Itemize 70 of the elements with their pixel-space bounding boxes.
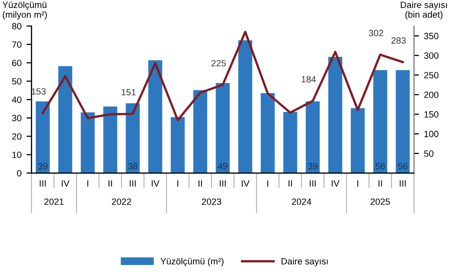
y-tick-label: 60 bbox=[12, 60, 22, 66]
x-tick-label: II bbox=[108, 180, 112, 187]
y-tick-label: 0 bbox=[17, 170, 22, 176]
y-tick-label: 80 bbox=[12, 23, 22, 30]
x-tick-label: IV bbox=[62, 180, 70, 187]
x-tick-label: I bbox=[267, 180, 268, 187]
x-tick-label: IV bbox=[332, 180, 340, 187]
data-label: 283 bbox=[392, 37, 406, 44]
y-tick-label: 40 bbox=[12, 96, 22, 103]
bar bbox=[260, 93, 275, 174]
x-tick-label: II bbox=[198, 180, 202, 187]
text: 2021 bbox=[44, 198, 64, 205]
y-axis-title: Yüzölçümü (milyon m²) bbox=[2, 1, 47, 20]
y2-tick-label: 300 bbox=[424, 52, 438, 59]
text: 2022 bbox=[112, 198, 132, 205]
bar bbox=[80, 112, 95, 174]
x-tick-label: I bbox=[177, 180, 178, 187]
data-label: 38 bbox=[128, 163, 138, 170]
x-tick-label: IV bbox=[242, 180, 250, 187]
bar bbox=[306, 101, 320, 174]
bar bbox=[58, 66, 72, 174]
bar bbox=[396, 70, 410, 174]
x-tick-label: III bbox=[310, 180, 316, 187]
text: 2023 bbox=[202, 198, 222, 205]
y2-tick-label: 200 bbox=[424, 92, 438, 98]
y-tick-label: 20 bbox=[12, 133, 22, 140]
bar bbox=[148, 60, 162, 174]
y-tick-label: 30 bbox=[12, 114, 22, 122]
bar bbox=[103, 106, 118, 174]
bar bbox=[126, 103, 140, 174]
data-label: 225 bbox=[212, 60, 226, 66]
data-label: 56 bbox=[376, 163, 385, 170]
y2-tick-label: 150 bbox=[424, 111, 438, 118]
bar bbox=[36, 101, 50, 174]
data-label: 184 bbox=[302, 76, 316, 82]
bar bbox=[283, 112, 298, 174]
data-label: 39 bbox=[38, 163, 48, 170]
y2-tick-label: 50 bbox=[424, 150, 434, 157]
legend-label: Yüzölçümü (m²) bbox=[160, 258, 224, 266]
y2-tick-label: 350 bbox=[424, 32, 438, 40]
data-label: 151 bbox=[122, 89, 136, 96]
text: 2024 bbox=[292, 198, 312, 205]
x-tick-label: III bbox=[130, 180, 136, 187]
y-tick-label: 70 bbox=[12, 41, 22, 48]
bar bbox=[216, 83, 230, 174]
y-tick-label: 10 bbox=[12, 152, 22, 158]
bar bbox=[350, 108, 365, 174]
y2-axis-title: Daire sayısı (bin adet) bbox=[400, 1, 447, 20]
x-tick-label: IV bbox=[152, 180, 160, 187]
text: 2025 bbox=[370, 198, 390, 205]
data-label: 56 bbox=[398, 163, 408, 170]
x-tick-label: III bbox=[400, 180, 406, 187]
bar bbox=[238, 40, 252, 174]
data-label: 302 bbox=[368, 30, 384, 36]
bar bbox=[373, 70, 388, 174]
x-tick-label: II bbox=[378, 180, 382, 187]
data-label: 49 bbox=[218, 163, 228, 170]
data-label: 39 bbox=[308, 163, 318, 170]
legend-label: Daire sayısı bbox=[282, 258, 328, 266]
y2-tick-label: 250 bbox=[424, 72, 438, 78]
x-tick-label: II bbox=[288, 180, 292, 187]
y2-tick-label: 100 bbox=[424, 130, 438, 138]
bar bbox=[328, 56, 342, 174]
x-tick-label: I bbox=[87, 180, 88, 187]
bar bbox=[193, 90, 208, 174]
x-tick-label: I bbox=[357, 180, 358, 187]
y-tick-label: 50 bbox=[12, 78, 22, 85]
x-tick-label: III bbox=[40, 180, 46, 187]
bar bbox=[170, 117, 185, 174]
x-tick-label: III bbox=[220, 180, 226, 187]
